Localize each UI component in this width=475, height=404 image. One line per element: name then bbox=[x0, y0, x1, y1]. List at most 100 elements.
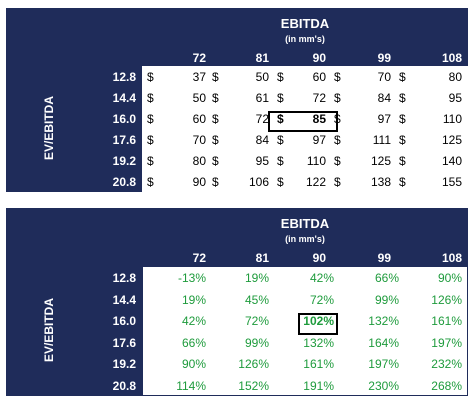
value-cell: 95 bbox=[448, 91, 462, 105]
value-cell: 72 bbox=[255, 112, 269, 126]
currency-symbol: $ bbox=[147, 154, 154, 168]
currency-symbol: $ bbox=[277, 91, 284, 105]
currency-symbol: $ bbox=[212, 70, 219, 84]
return-cell: 126% bbox=[238, 357, 269, 371]
currency-symbol: $ bbox=[147, 91, 154, 105]
currency-symbol: $ bbox=[277, 133, 284, 147]
value-cell: 80 bbox=[192, 154, 206, 168]
table-subtitle: (in mm's) bbox=[285, 34, 325, 44]
row-header: 16.0 bbox=[112, 112, 136, 126]
return-cell: 197% bbox=[431, 335, 462, 350]
value-cell: 110 bbox=[306, 154, 326, 168]
currency-symbol: $ bbox=[212, 112, 219, 126]
currency-symbol: $ bbox=[334, 70, 341, 84]
row-header: 12.8 bbox=[112, 271, 136, 285]
currency-symbol: $ bbox=[277, 70, 284, 84]
value-cell: 50 bbox=[255, 70, 269, 84]
currency-symbol: $ bbox=[334, 154, 341, 168]
value-cell: 97 bbox=[377, 112, 391, 126]
value-cell: 111 bbox=[372, 133, 391, 147]
value-cell: 97 bbox=[312, 133, 326, 147]
value-cell: 37 bbox=[192, 70, 206, 84]
return-cell: 99% bbox=[374, 292, 399, 307]
return-cell: 164% bbox=[368, 335, 399, 350]
column-header: 99 bbox=[377, 51, 391, 65]
value-cell: 80 bbox=[448, 70, 462, 84]
value-cell: 60 bbox=[312, 70, 326, 84]
row-header: 20.8 bbox=[112, 175, 136, 189]
table-body bbox=[142, 266, 468, 396]
return-cell: 72% bbox=[309, 292, 334, 307]
value-cell: 106 bbox=[248, 175, 269, 189]
return-cell: 90% bbox=[181, 357, 206, 371]
table-subtitle: (in mm's) bbox=[285, 234, 325, 244]
table-title: EBITDA bbox=[280, 16, 330, 31]
return-cell: 232% bbox=[431, 357, 462, 371]
column-header: 90 bbox=[312, 251, 326, 265]
currency-symbol: $ bbox=[334, 91, 341, 105]
currency-symbol: $ bbox=[399, 70, 406, 84]
row-header-band bbox=[6, 266, 142, 396]
return-sensitivity-table: EBITDA (in mm's) EV/EBITDA 72 81 90 99 108 12… bbox=[6, 208, 468, 396]
value-cell: 125 bbox=[370, 154, 391, 168]
row-header: 14.4 bbox=[112, 292, 136, 307]
currency-symbol: $ bbox=[147, 112, 154, 126]
return-cell: 132% bbox=[368, 314, 399, 328]
return-cell: 114% bbox=[176, 378, 206, 393]
row-header: 17.6 bbox=[112, 335, 136, 350]
row-header: 17.6 bbox=[112, 133, 136, 147]
return-cell: 161% bbox=[303, 357, 334, 371]
return-cell: 268% bbox=[431, 378, 462, 393]
return-cell: 90% bbox=[437, 271, 462, 285]
column-header: 72 bbox=[192, 51, 206, 65]
currency-symbol: $ bbox=[334, 112, 341, 126]
column-header: 72 bbox=[192, 251, 206, 265]
return-cell: 99% bbox=[244, 335, 269, 350]
column-header: 90 bbox=[312, 51, 326, 65]
currency-symbol: $ bbox=[277, 154, 284, 168]
value-cell: 61 bbox=[255, 91, 269, 105]
return-cell: 230% bbox=[368, 378, 399, 393]
value-cell: 155 bbox=[441, 175, 462, 189]
value-cell: 84 bbox=[255, 133, 269, 147]
return-cell: 19% bbox=[244, 271, 269, 285]
currency-symbol: $ bbox=[212, 175, 219, 189]
highlighted-cell-border bbox=[298, 313, 338, 335]
currency-symbol: $ bbox=[334, 133, 341, 147]
value-cell: 138 bbox=[370, 175, 391, 189]
row-header: 14.4 bbox=[112, 91, 136, 105]
column-header: 81 bbox=[255, 51, 269, 65]
return-cell: 66% bbox=[374, 271, 399, 285]
row-header: 19.2 bbox=[112, 357, 136, 371]
return-cell: 102% bbox=[303, 314, 334, 328]
currency-symbol: $ bbox=[212, 133, 219, 147]
ev-value-sensitivity-table: EBITDA (in mm's) EV/EBITDA 72 81 90 99 108 12… bbox=[6, 8, 468, 192]
column-header: 81 bbox=[255, 251, 269, 265]
return-cell: -13% bbox=[177, 271, 206, 285]
table-title: EBITDA bbox=[280, 216, 330, 231]
value-cell: 60 bbox=[192, 112, 206, 126]
currency-symbol: $ bbox=[399, 112, 406, 126]
column-header: 108 bbox=[441, 51, 462, 65]
return-cell: 42% bbox=[181, 314, 206, 328]
row-axis-label: EV/EBITDA bbox=[42, 96, 56, 161]
return-cell: 72% bbox=[244, 314, 269, 328]
value-cell: 72 bbox=[312, 91, 326, 105]
value-cell: 125 bbox=[441, 133, 462, 147]
return-cell: 66% bbox=[181, 335, 206, 350]
currency-symbol: $ bbox=[277, 175, 284, 189]
currency-symbol: $ bbox=[147, 175, 154, 189]
value-cell: 140 bbox=[441, 154, 462, 168]
value-cell: 50 bbox=[192, 91, 206, 105]
table-header-band bbox=[6, 208, 468, 266]
currency-symbol: $ bbox=[334, 175, 341, 189]
return-cell: 161% bbox=[431, 314, 462, 328]
return-cell: 152% bbox=[238, 378, 269, 393]
return-cell: 191% bbox=[303, 378, 334, 393]
row-header-band bbox=[6, 66, 142, 192]
row-header: 19.2 bbox=[112, 154, 136, 168]
currency-symbol: $ bbox=[147, 133, 154, 147]
currency-symbol: $ bbox=[399, 175, 406, 189]
currency-symbol: $ bbox=[277, 112, 284, 126]
return-cell: 45% bbox=[244, 292, 269, 307]
